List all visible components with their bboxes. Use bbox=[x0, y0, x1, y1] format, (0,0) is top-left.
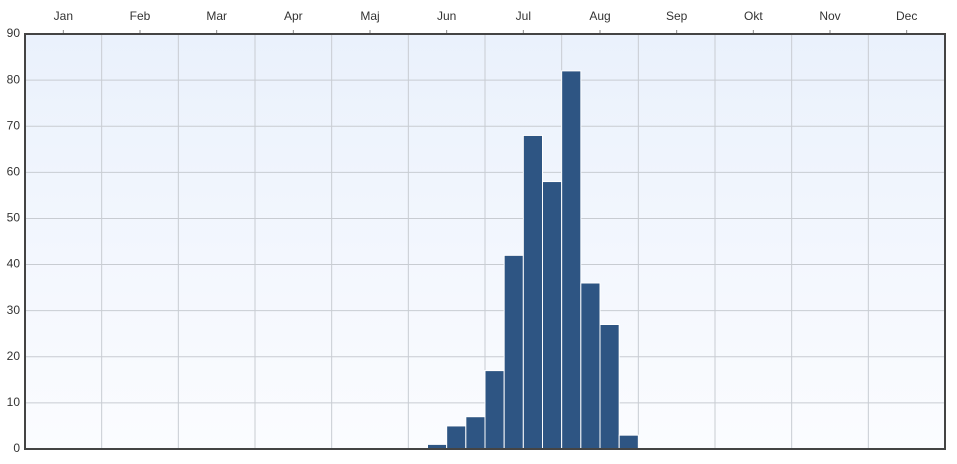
bar bbox=[484, 370, 505, 450]
y-tick-label: 80 bbox=[7, 72, 21, 86]
bar bbox=[446, 425, 467, 450]
y-tick-label: 40 bbox=[7, 257, 21, 271]
bar bbox=[542, 181, 563, 450]
y-tick-label: 50 bbox=[7, 211, 21, 225]
x-tick-label: Feb bbox=[130, 9, 151, 23]
y-tick-label: 30 bbox=[7, 303, 21, 317]
x-tick-label: Aug bbox=[589, 9, 610, 23]
y-tick-label: 20 bbox=[7, 349, 21, 363]
plot-frame bbox=[24, 33, 946, 450]
x-tick-label: Jan bbox=[54, 9, 73, 23]
y-tick-label: 90 bbox=[7, 26, 21, 40]
x-tick-label: Dec bbox=[896, 9, 917, 23]
x-tick-label: Nov bbox=[819, 9, 840, 23]
x-tick-label: Apr bbox=[284, 9, 303, 23]
x-tick-label: Jul bbox=[516, 9, 531, 23]
bar bbox=[465, 416, 486, 450]
x-tick-label: Mar bbox=[206, 9, 227, 23]
y-tick-label: 60 bbox=[7, 165, 21, 179]
y-tick-label: 0 bbox=[13, 441, 20, 455]
bar bbox=[561, 70, 582, 450]
x-tick-label: Maj bbox=[360, 9, 379, 23]
x-tick-label: Sep bbox=[666, 9, 688, 23]
bar bbox=[522, 134, 543, 450]
y-tick-label: 10 bbox=[7, 395, 21, 409]
x-tick-label: Okt bbox=[744, 9, 763, 23]
bar bbox=[599, 324, 620, 450]
y-tick-label: 70 bbox=[7, 118, 21, 132]
bar bbox=[618, 434, 639, 450]
bar bbox=[503, 254, 524, 450]
x-tick-label: Jun bbox=[437, 9, 456, 23]
bar bbox=[580, 282, 601, 450]
